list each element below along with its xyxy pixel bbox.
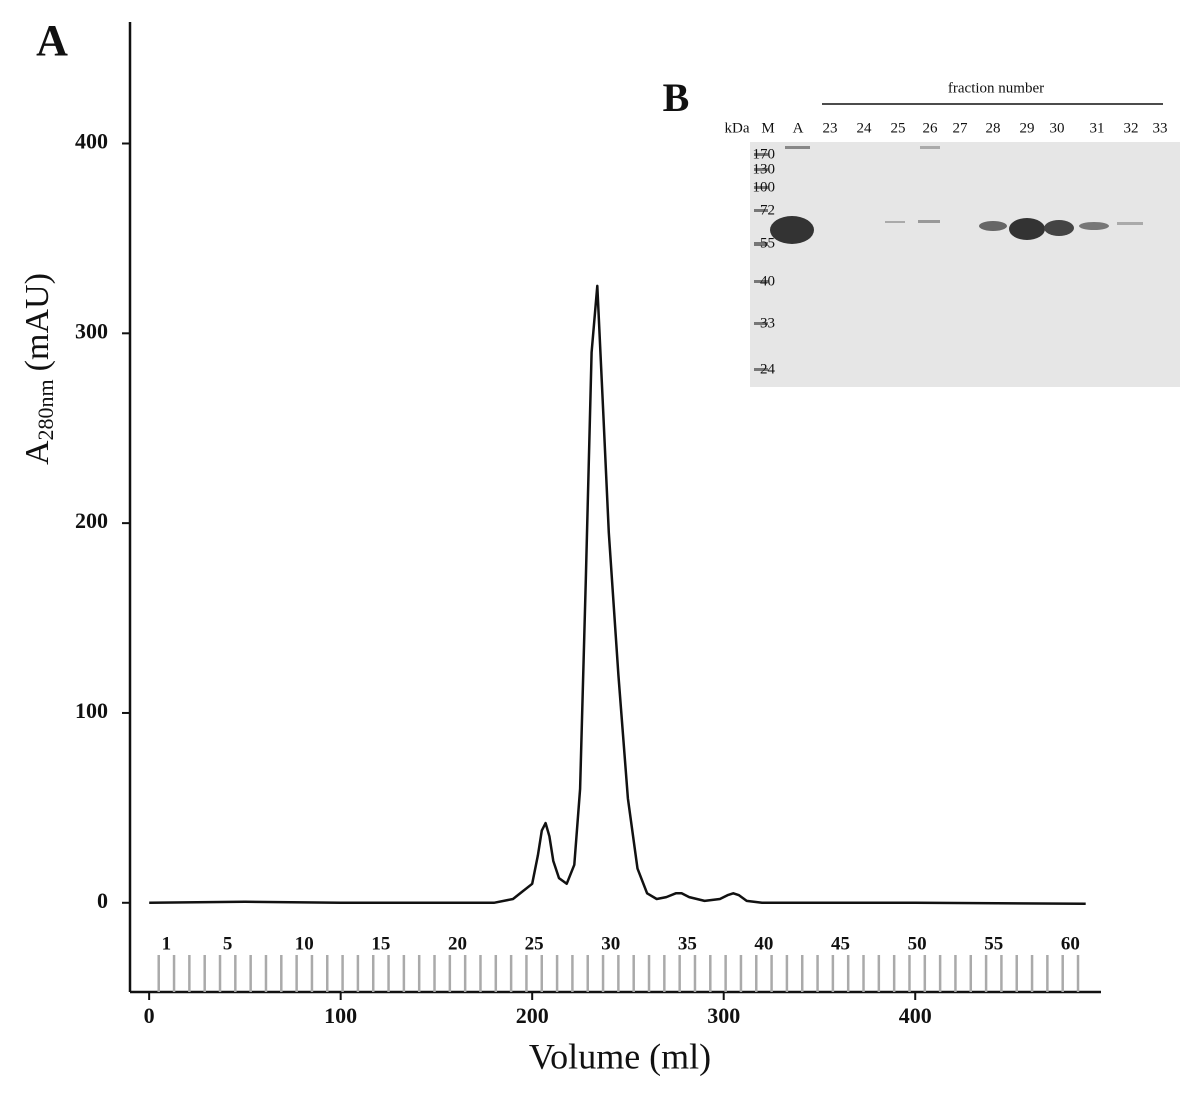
marker-size: 130 bbox=[753, 161, 776, 177]
fraction-label: 50 bbox=[908, 933, 927, 954]
marker-size: 170 bbox=[753, 146, 776, 162]
fraction-label: 1 bbox=[162, 933, 172, 954]
inset-title: fraction number bbox=[948, 80, 1044, 96]
lane-label: 32 bbox=[1124, 120, 1139, 136]
fraction-label: 25 bbox=[525, 933, 544, 954]
lane-label: 33 bbox=[1153, 120, 1168, 136]
lane-label: kDa bbox=[725, 120, 750, 136]
chromatogram-line bbox=[149, 284, 1086, 905]
fraction-label: 60 bbox=[1061, 933, 1080, 954]
x-tick-label: 100 bbox=[324, 1003, 357, 1028]
fraction-label: 45 bbox=[831, 933, 850, 954]
gel bbox=[750, 142, 1180, 387]
fraction-label: 10 bbox=[295, 933, 314, 954]
lane-label: 23 bbox=[823, 120, 838, 136]
fraction-label: 20 bbox=[448, 933, 467, 954]
x-tick-label: 200 bbox=[516, 1003, 549, 1028]
marker-size: 40 bbox=[760, 273, 775, 289]
inset-panel-label: B bbox=[663, 75, 690, 120]
x-axis-label: Volume (ml) bbox=[529, 1036, 711, 1076]
marker-size: 55 bbox=[760, 235, 775, 251]
fraction-label: 40 bbox=[754, 933, 773, 954]
marker-size: 24 bbox=[760, 361, 776, 377]
fraction-label: 30 bbox=[601, 933, 620, 954]
bands bbox=[770, 146, 1143, 244]
y-tick-label: 0 bbox=[97, 888, 108, 913]
fraction-label: 5 bbox=[223, 933, 233, 954]
y-label-sub: 280nm bbox=[33, 379, 58, 440]
x-tick-label: 0 bbox=[144, 1003, 155, 1028]
lane-label: 24 bbox=[857, 120, 873, 136]
lane-label: 26 bbox=[923, 120, 939, 136]
x-tick-label: 400 bbox=[899, 1003, 932, 1028]
fraction-label: 35 bbox=[678, 933, 697, 954]
marker-size: 100 bbox=[753, 179, 776, 195]
marker-ladder bbox=[754, 153, 768, 371]
fraction-label: 15 bbox=[371, 933, 390, 954]
lane-label: 30 bbox=[1050, 120, 1065, 136]
y-tick-label: 200 bbox=[75, 508, 108, 533]
y-tick-label: 100 bbox=[75, 698, 108, 723]
lane-label: 28 bbox=[986, 120, 1001, 136]
x-tick-label: 300 bbox=[707, 1003, 740, 1028]
lane-label: 27 bbox=[953, 120, 969, 136]
lane-label: M bbox=[761, 120, 774, 136]
y-axis-label: A280nm (mAU) bbox=[19, 273, 58, 465]
marker-size: 72 bbox=[760, 202, 775, 218]
y-label-main: A bbox=[19, 440, 56, 465]
lane-label: A bbox=[793, 120, 804, 136]
fraction-label: 55 bbox=[984, 933, 1003, 954]
lane-label: 31 bbox=[1090, 120, 1105, 136]
panel-label: A bbox=[36, 16, 68, 65]
lane-label: 29 bbox=[1020, 120, 1035, 136]
y-tick-label: 400 bbox=[75, 129, 108, 154]
y-label-unit: (mAU) bbox=[19, 273, 56, 371]
lane-label: 25 bbox=[891, 120, 906, 136]
gel-inset: B fraction number kDa M A 23 24 25 26 27 28 29 30 3… bbox=[663, 75, 1180, 387]
y-tick-label: 300 bbox=[75, 318, 108, 343]
marker-size: 33 bbox=[760, 315, 775, 331]
